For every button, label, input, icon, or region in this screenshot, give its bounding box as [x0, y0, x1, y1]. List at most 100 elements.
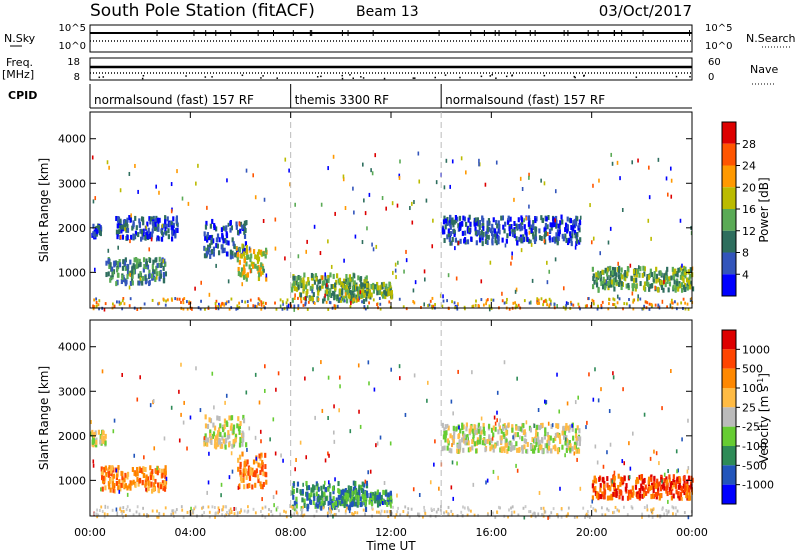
- scatter-cell-sparse: [119, 188, 122, 193]
- scatter-cell: [261, 484, 264, 490]
- scatter-cell: [311, 484, 315, 490]
- ground-scatter-cell: [96, 515, 99, 519]
- scatter-cell: [378, 289, 381, 295]
- ground-scatter-cell: [302, 303, 305, 307]
- scatter-cell-sparse: [254, 435, 257, 440]
- scatter-cell: [126, 263, 129, 269]
- ground-scatter-cell: [686, 302, 689, 306]
- ground-scatter-cell: [544, 299, 547, 303]
- ground-scatter-cell: [557, 515, 560, 519]
- scatter-cell: [97, 225, 100, 231]
- scatter-cell: [382, 293, 385, 299]
- scatter-cell: [365, 480, 368, 486]
- scatter-cell: [465, 426, 468, 432]
- scatter-cell-sparse: [316, 486, 319, 491]
- ground-scatter-cell: [182, 307, 185, 311]
- ground-scatter-cell: [164, 303, 167, 307]
- scatter-cell-sparse: [288, 168, 290, 173]
- scatter-cell: [122, 277, 126, 283]
- scatter-cell: [332, 502, 336, 508]
- scatter-cell: [499, 447, 502, 453]
- ground-scatter-cell: [548, 305, 551, 309]
- scatter-cell: [204, 235, 207, 241]
- scatter-cell: [158, 256, 161, 262]
- scatter-cell: [321, 497, 324, 503]
- scatter-cell-sparse: [681, 437, 683, 442]
- scatter-cell: [555, 223, 558, 229]
- scatter-cell: [231, 253, 234, 259]
- ground-scatter-cell: [247, 505, 249, 509]
- scatter-cell: [145, 231, 148, 237]
- scatter-cell: [142, 466, 145, 472]
- power-colorbar-label: Power [dB]: [757, 177, 771, 242]
- scatter-cell: [306, 492, 309, 498]
- scatter-cell: [678, 281, 681, 287]
- ground-scatter-cell: [514, 301, 517, 305]
- ground-scatter-cell: [510, 506, 512, 510]
- ground-scatter-cell: [192, 510, 195, 514]
- scatter-cell: [126, 269, 130, 275]
- scatter-cell: [327, 278, 330, 284]
- scatter-cell: [603, 488, 606, 494]
- ground-scatter-cell: [383, 510, 386, 514]
- ground-scatter-cell: [143, 513, 145, 517]
- scatter-cell: [161, 480, 165, 486]
- scatter-cell: [245, 276, 248, 282]
- scatter-cell: [296, 481, 300, 487]
- scatter-cell: [124, 257, 127, 263]
- ground-scatter-cell: [290, 513, 293, 517]
- scatter-cell: [573, 229, 577, 235]
- scatter-cell-sparse: [383, 480, 386, 485]
- scatter-cell: [204, 224, 208, 230]
- scatter-cell: [212, 251, 215, 257]
- scatter-cell: [209, 429, 212, 435]
- scatter-cell: [683, 287, 687, 293]
- scatter-cell: [670, 275, 673, 281]
- scatter-cell: [347, 488, 351, 494]
- scatter-cell: [384, 499, 387, 505]
- scatter-cell: [171, 229, 174, 235]
- scatter-cell: [497, 236, 500, 242]
- scatter-cell: [120, 228, 123, 234]
- scatter-cell: [453, 228, 456, 234]
- scatter-cell-sparse: [412, 487, 415, 492]
- scatter-cell: [164, 473, 167, 479]
- scatter-cell: [142, 257, 146, 263]
- scatter-cell: [126, 227, 130, 233]
- scatter-cell: [602, 483, 606, 489]
- ground-scatter-cell: [227, 300, 230, 304]
- scatter-cell-sparse: [396, 203, 399, 208]
- colorbar-tick-label: 28: [742, 138, 756, 151]
- scatter-cell: [248, 483, 251, 489]
- scatter-cell-sparse: [332, 430, 335, 435]
- scatter-cell: [349, 498, 352, 504]
- scatter-cell: [656, 490, 660, 496]
- ground-scatter-cell: [412, 300, 415, 304]
- scatter-cell-sparse: [157, 220, 160, 225]
- scatter-cell: [329, 491, 332, 497]
- scatter-cell: [239, 272, 242, 278]
- scatter-cell: [592, 275, 595, 281]
- ground-scatter-cell: [190, 512, 193, 516]
- scatter-cell: [571, 233, 574, 239]
- ground-scatter-cell: [499, 506, 501, 510]
- scatter-cell-sparse: [399, 159, 401, 164]
- ground-scatter-cell: [536, 297, 539, 301]
- scatter-cell: [613, 286, 616, 292]
- scatter-cell: [478, 439, 482, 445]
- scatter-cell: [488, 440, 492, 446]
- ground-scatter-cell: [482, 303, 485, 307]
- scatter-cell: [631, 286, 635, 292]
- ground-scatter-cell: [512, 301, 515, 305]
- scatter-cell: [163, 258, 166, 264]
- ground-scatter-cell: [300, 300, 303, 304]
- nave-dot: [582, 75, 585, 77]
- scatter-cell: [342, 496, 346, 502]
- scatter-cell: [222, 427, 225, 433]
- scatter-cell: [241, 451, 244, 457]
- scatter-cell: [312, 493, 316, 499]
- scatter-cell: [554, 436, 557, 442]
- scatter-cell: [131, 225, 134, 231]
- scatter-cell: [120, 279, 123, 285]
- scatter-cell-sparse: [350, 301, 352, 306]
